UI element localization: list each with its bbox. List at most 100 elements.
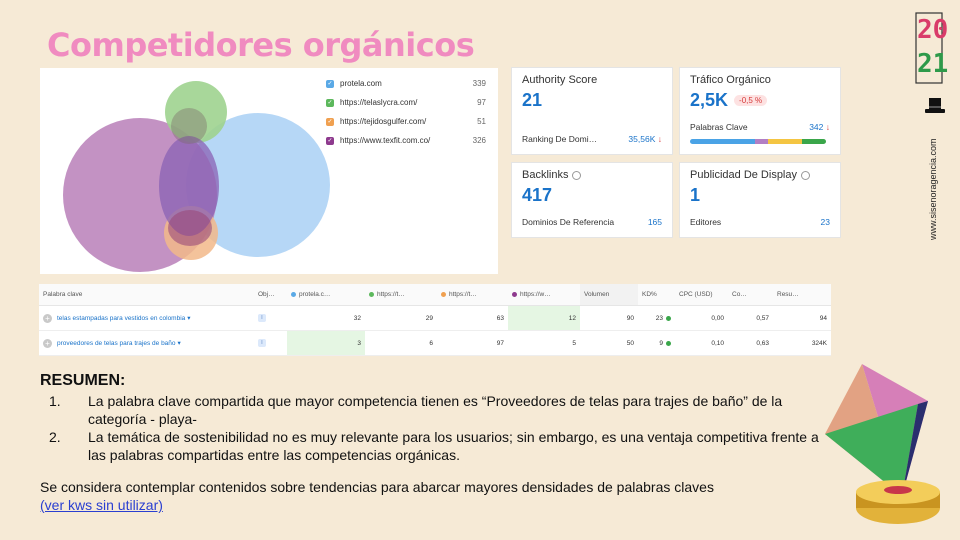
difficulty-dot-icon: [666, 340, 671, 346]
position-cell: 5: [572, 339, 576, 347]
series-dot-icon: [369, 292, 374, 297]
column-header[interactable]: Palabra clave: [43, 291, 83, 298]
metric-sub-value[interactable]: 342: [809, 122, 824, 132]
slide-title: Competidores orgánicos: [47, 26, 475, 64]
arrow-down-icon: ↓: [825, 122, 830, 132]
keyword-link[interactable]: telas estampadas para vestidos en colomb…: [57, 314, 186, 322]
backlinks-card: Backlinks 417 Dominios De Referencia 165: [511, 162, 673, 238]
series-dot-icon: [512, 292, 517, 297]
legend-count: 326: [472, 136, 486, 145]
checkbox-icon[interactable]: ✓: [326, 98, 334, 107]
column-header[interactable]: CPC (USD): [679, 291, 713, 298]
legend-domain: https://telaslycra.com/: [340, 98, 418, 107]
results-cell: 94: [819, 314, 827, 322]
legend-item[interactable]: ✓ https://telaslycra.com/ 97: [326, 93, 486, 112]
volume-cell: 50: [626, 339, 634, 347]
venn-circle-telaslycra: [165, 81, 227, 143]
venn-legend: ✓ protela.com 339 ✓ https://telaslycra.c…: [326, 74, 486, 150]
summary-section: RESUMEN: 1. La palabra clave compartida …: [40, 372, 820, 514]
year-logo-frame: [915, 12, 943, 84]
volume-cell: 90: [626, 314, 634, 322]
metric-value[interactable]: 21: [522, 90, 543, 110]
metric-value[interactable]: 2,5K: [690, 90, 729, 110]
metric-value[interactable]: 417: [522, 185, 553, 205]
metric-sub: Dominios De Referencia 165: [522, 217, 662, 227]
intent-badge: I: [258, 314, 266, 322]
metric-sub: Ranking De Domi… 35,56K ↓: [522, 134, 662, 144]
display-ads-card: Publicidad De Display 1 Editores 23: [679, 162, 841, 238]
position-cell: 12: [508, 306, 580, 330]
series-dot-icon: [441, 292, 446, 297]
column-header[interactable]: https://w…: [508, 284, 580, 305]
checkbox-icon[interactable]: ✓: [326, 117, 334, 126]
position-cell: 97: [496, 339, 504, 347]
series-dot-icon: [291, 292, 296, 297]
add-keyword-icon[interactable]: +: [43, 338, 52, 348]
venn-overlap-top: [171, 108, 207, 144]
checkbox-icon[interactable]: ✓: [326, 136, 334, 145]
metric-sub-label: Palabras Clave: [690, 122, 748, 132]
venn-diagram-card: ✓ protela.com 339 ✓ https://telaslycra.c…: [40, 68, 498, 274]
column-header[interactable]: Volumen: [580, 284, 638, 305]
metric-sub-value[interactable]: 165: [647, 217, 662, 227]
kd-cell: 9: [638, 331, 675, 355]
table-row: + telas estampadas para vestidos en colom…: [39, 306, 831, 331]
chevron-down-icon[interactable]: ▾: [187, 315, 191, 322]
checkbox-icon[interactable]: ✓: [326, 79, 334, 88]
agency-url: www.sisenoragencia.com: [928, 138, 938, 240]
legend-item[interactable]: ✓ protela.com 339: [326, 74, 486, 93]
metric-title: Tráfico Orgánico: [690, 74, 771, 86]
venn-diagram: [63, 81, 330, 272]
info-icon[interactable]: [801, 170, 810, 180]
keyword-distribution-bar: [690, 139, 826, 144]
arrow-down-icon: ↓: [657, 134, 662, 144]
metric-title: Backlinks: [522, 169, 569, 181]
chevron-down-icon[interactable]: ▾: [177, 340, 181, 347]
position-cell: 29: [425, 314, 433, 322]
metric-sub-label: Dominios De Referencia: [522, 217, 615, 227]
venn-circle-protela: [186, 113, 330, 257]
column-header[interactable]: Obj…: [258, 291, 275, 298]
keyword-link[interactable]: proveedores de telas para trajes de baño: [57, 339, 176, 347]
metric-sub: Palabras Clave 342 ↓: [690, 122, 830, 132]
venn-overlap-center: [159, 136, 219, 236]
summary-heading: RESUMEN:: [40, 372, 126, 389]
list-text: La palabra clave compartida que mayor co…: [88, 393, 783, 427]
organic-traffic-card: Tráfico Orgánico 2,5K -0,5 % Palabras Cl…: [679, 67, 841, 155]
column-header[interactable]: KD%: [642, 291, 657, 298]
position-cell: 6: [429, 339, 433, 347]
legend-count: 51: [477, 117, 486, 126]
legend-item[interactable]: ✓ https://tejidosgulfer.com/ 51: [326, 112, 486, 131]
column-header[interactable]: protela.c…: [287, 284, 365, 305]
metric-value[interactable]: 1: [690, 185, 701, 205]
year-bottom: 21: [917, 49, 949, 79]
column-header[interactable]: Resu…: [777, 291, 799, 298]
metric-title: Publicidad De Display: [690, 169, 797, 181]
list-number: 2.: [49, 429, 61, 445]
competition-cell: 0,63: [756, 339, 769, 347]
list-item: 2. La temática de sostenibilidad no es m…: [40, 428, 820, 464]
position-cell: 32: [353, 314, 361, 322]
top-hat-icon: [925, 98, 945, 113]
column-header[interactable]: https://t…: [437, 284, 508, 305]
list-number: 1.: [49, 393, 61, 409]
difficulty-dot-icon: [666, 315, 671, 321]
info-icon[interactable]: [572, 170, 582, 180]
legend-item[interactable]: ✓ https://www.texfit.com.co/ 326: [326, 131, 486, 150]
note-text: Se considera contemplar contenidos sobre…: [40, 479, 714, 495]
cpc-cell: 0,10: [711, 339, 724, 347]
column-header[interactable]: Co…: [732, 291, 747, 298]
keyword-table: Palabra clave Obj… protela.c… https://t……: [39, 284, 831, 356]
add-keyword-icon[interactable]: +: [43, 313, 52, 323]
summary-list: 1. La palabra clave compartida que mayor…: [40, 392, 820, 464]
summary-note: Se considera contemplar contenidos sobre…: [40, 478, 820, 514]
position-cell: 63: [496, 314, 504, 322]
column-header[interactable]: https://t…: [365, 284, 437, 305]
legend-domain: protela.com: [340, 79, 382, 88]
legend-domain: https://www.texfit.com.co/: [340, 136, 431, 145]
authority-score-card: Authority Score 21 Ranking De Domi… 35,5…: [511, 67, 673, 155]
metric-sub-value[interactable]: 23: [820, 217, 830, 227]
unused-keywords-link[interactable]: (ver kws sin utilizar): [40, 497, 163, 513]
metric-sub-value[interactable]: 35,56K: [628, 134, 656, 144]
table-header: Palabra clave Obj… protela.c… https://t……: [39, 284, 831, 306]
